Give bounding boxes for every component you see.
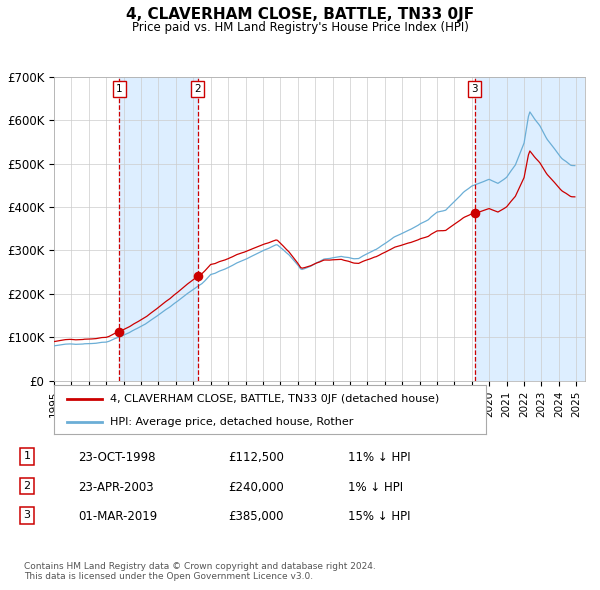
Text: £240,000: £240,000 xyxy=(228,481,284,494)
Text: This data is licensed under the Open Government Licence v3.0.: This data is licensed under the Open Gov… xyxy=(24,572,313,581)
Text: Contains HM Land Registry data © Crown copyright and database right 2024.: Contains HM Land Registry data © Crown c… xyxy=(24,562,376,571)
Text: 4, CLAVERHAM CLOSE, BATTLE, TN33 0JF: 4, CLAVERHAM CLOSE, BATTLE, TN33 0JF xyxy=(126,7,474,22)
Point xyxy=(115,327,124,336)
Text: 2: 2 xyxy=(23,481,31,491)
Point xyxy=(193,271,202,281)
Text: HPI: Average price, detached house, Rother: HPI: Average price, detached house, Roth… xyxy=(110,417,353,427)
Text: 1% ↓ HPI: 1% ↓ HPI xyxy=(348,481,403,494)
Text: 1: 1 xyxy=(23,451,31,461)
Text: 11% ↓ HPI: 11% ↓ HPI xyxy=(348,451,410,464)
Text: 1: 1 xyxy=(116,84,122,94)
Text: 15% ↓ HPI: 15% ↓ HPI xyxy=(348,510,410,523)
Point xyxy=(470,209,479,218)
Text: Price paid vs. HM Land Registry's House Price Index (HPI): Price paid vs. HM Land Registry's House … xyxy=(131,21,469,34)
Bar xyxy=(119,77,197,381)
Bar xyxy=(475,77,585,381)
Text: 23-APR-2003: 23-APR-2003 xyxy=(78,481,154,494)
Text: 2: 2 xyxy=(194,84,201,94)
Text: 23-OCT-1998: 23-OCT-1998 xyxy=(78,451,155,464)
Text: 3: 3 xyxy=(472,84,478,94)
Text: £385,000: £385,000 xyxy=(228,510,284,523)
Text: £112,500: £112,500 xyxy=(228,451,284,464)
Text: 01-MAR-2019: 01-MAR-2019 xyxy=(78,510,157,523)
Text: 4, CLAVERHAM CLOSE, BATTLE, TN33 0JF (detached house): 4, CLAVERHAM CLOSE, BATTLE, TN33 0JF (de… xyxy=(110,394,439,404)
Text: 3: 3 xyxy=(23,510,31,520)
